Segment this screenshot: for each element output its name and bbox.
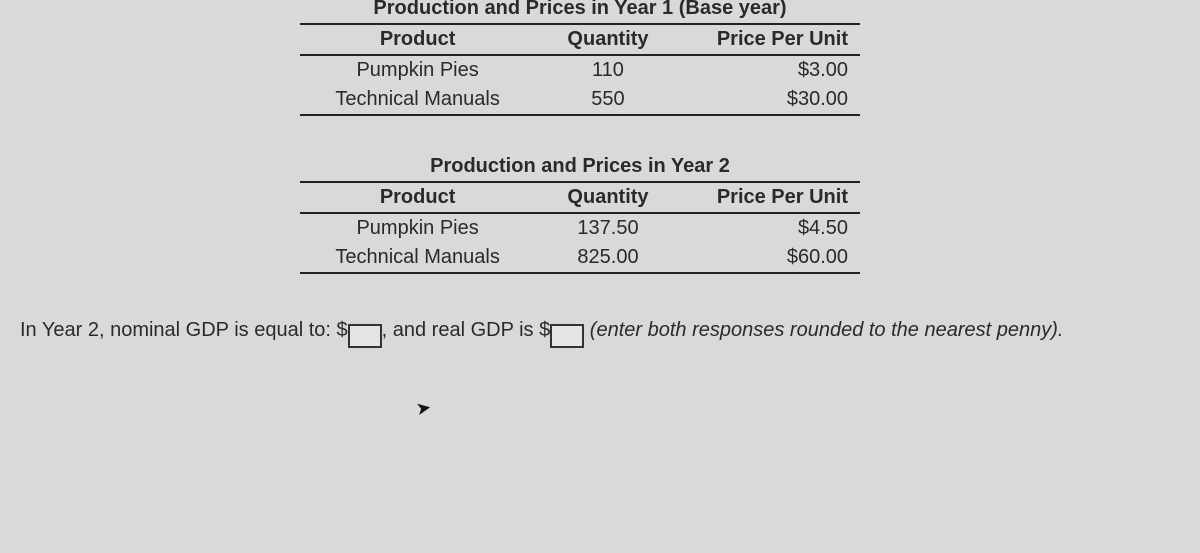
question-hint: (enter both responses rounded to the nea… <box>590 319 1064 341</box>
cell-quantity: 110 <box>535 55 681 85</box>
table1-header-price: Price Per Unit <box>681 24 860 55</box>
cell-product: Technical Manuals <box>300 243 535 273</box>
table-row: Pumpkin Pies 137.50 $4.50 <box>300 213 860 243</box>
cursor-icon: ➤ <box>414 397 433 420</box>
cell-product: Technical Manuals <box>300 85 535 115</box>
table1-header-product: Product <box>300 24 535 55</box>
cell-price: $4.50 <box>681 213 860 243</box>
table-row: Technical Manuals 825.00 $60.00 <box>300 243 860 273</box>
table-year2: Production and Prices in Year 2 Product … <box>300 152 860 274</box>
cell-quantity: 137.50 <box>535 213 681 243</box>
table-gap <box>300 116 860 152</box>
page-root: Production and Prices in Year 1 (Base ye… <box>0 0 1200 547</box>
cell-price: $30.00 <box>681 85 860 115</box>
tables-container: Production and Prices in Year 1 (Base ye… <box>300 0 860 274</box>
cell-price: $3.00 <box>681 55 860 85</box>
table-row: Technical Manuals 550 $30.00 <box>300 85 860 115</box>
cell-quantity: 825.00 <box>535 243 681 273</box>
table1-header-quantity: Quantity <box>535 24 681 55</box>
table-row: Pumpkin Pies 110 $3.00 <box>300 55 860 85</box>
question-text-part1: In Year 2, nominal GDP is equal to: $ <box>20 319 348 341</box>
question-line: In Year 2, nominal GDP is equal to: $ , a… <box>20 316 1190 348</box>
table2-title: Production and Prices in Year 2 <box>300 152 860 182</box>
table1-title: Production and Prices in Year 1 (Base ye… <box>300 0 860 24</box>
cell-product: Pumpkin Pies <box>300 55 535 85</box>
table2-header-product: Product <box>300 182 535 213</box>
real-gdp-input[interactable] <box>550 324 584 348</box>
table-year1: Production and Prices in Year 1 (Base ye… <box>300 0 860 116</box>
cell-product: Pumpkin Pies <box>300 213 535 243</box>
table2-header-quantity: Quantity <box>535 182 681 213</box>
table2-header-price: Price Per Unit <box>681 182 860 213</box>
question-text-part2: , and real GDP is $ <box>382 319 551 341</box>
nominal-gdp-input[interactable] <box>348 324 382 348</box>
cell-quantity: 550 <box>535 85 681 115</box>
cell-price: $60.00 <box>681 243 860 273</box>
